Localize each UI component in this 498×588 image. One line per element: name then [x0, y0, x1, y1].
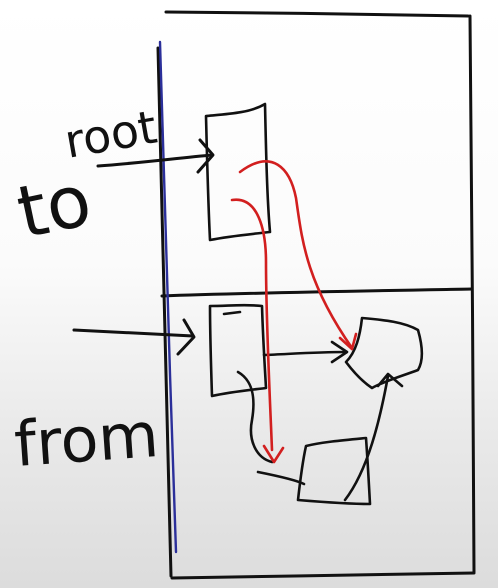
from-object-c: [296, 436, 372, 506]
root-pointer-arrow: [96, 138, 215, 174]
space-divider-line: [160, 287, 474, 298]
from-arrowhead: [176, 318, 196, 356]
pointer-a-to-c: [236, 370, 306, 486]
from-arrow-line: [72, 328, 195, 338]
from-object-a-tick: [222, 310, 242, 316]
blue-pointer-line: [158, 40, 178, 554]
to-space-object: [204, 102, 272, 242]
heap-border: [156, 10, 476, 580]
heap-left-edge: [156, 46, 173, 578]
from-space-pointer-arrow: [72, 318, 196, 356]
pointer-c-to-b: [343, 372, 404, 502]
heap-top-edge: [164, 10, 470, 18]
forwarding-arrow-2: [230, 198, 285, 464]
from-object-a: [208, 303, 268, 398]
root-arrow-line: [96, 153, 214, 168]
heap-bottom-edge: [170, 571, 476, 580]
root-arrowhead: [196, 138, 215, 174]
from-space-label: from: [12, 398, 161, 481]
to-space-label: to: [10, 157, 98, 254]
heap-right-edge: [468, 14, 476, 574]
forwarding-arrow-1: [238, 160, 358, 351]
pointer-a-to-b: [262, 340, 349, 364]
